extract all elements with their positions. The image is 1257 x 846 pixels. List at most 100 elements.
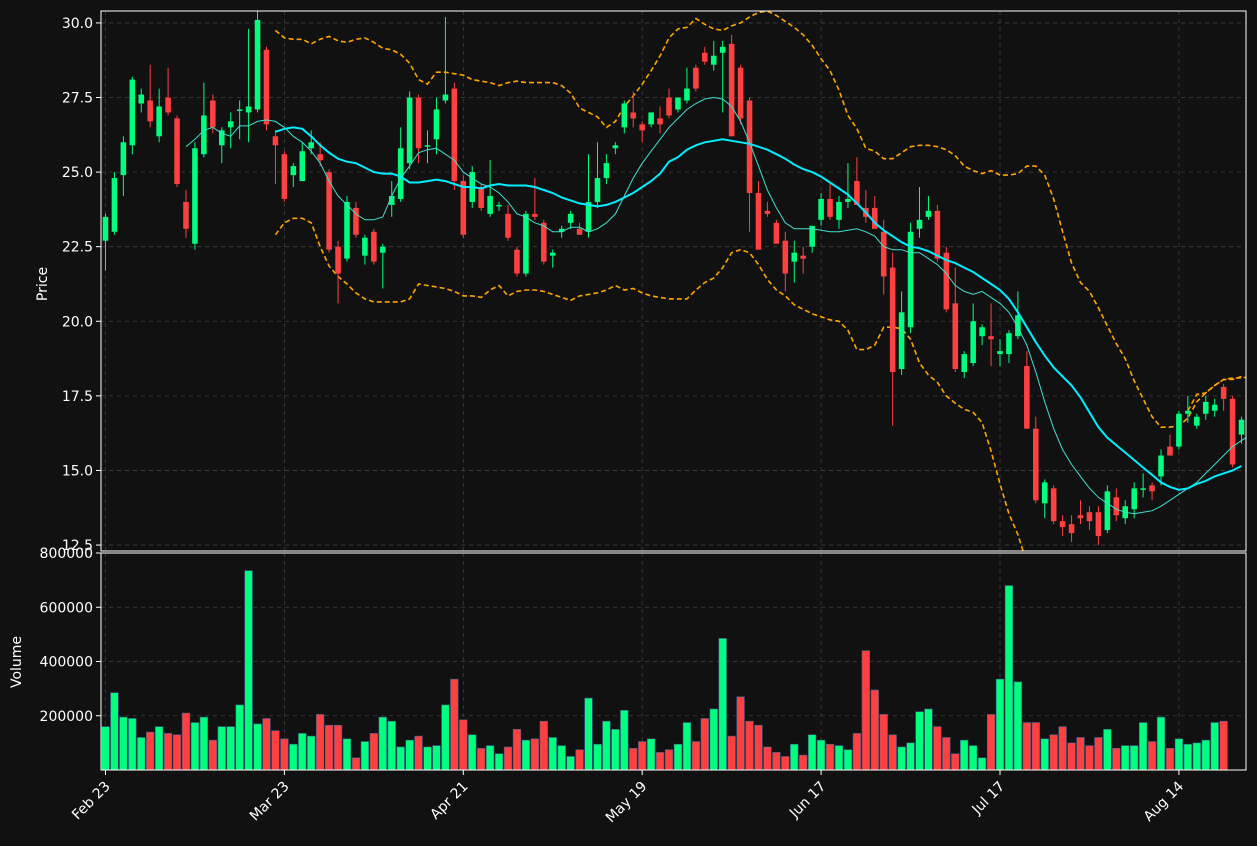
candle-body — [898, 312, 905, 370]
volume-bar — [816, 739, 826, 770]
volume-bar — [387, 720, 396, 770]
volume-bar — [307, 735, 316, 770]
price-tick-label: 12.5 — [62, 538, 93, 554]
volume-bar — [754, 724, 763, 770]
candle-body — [997, 351, 1003, 355]
candle-body — [827, 198, 833, 217]
candle-body — [1068, 524, 1075, 534]
volume-bar — [172, 734, 182, 770]
candle-body — [111, 178, 118, 232]
volume-bar — [1165, 747, 1175, 770]
candle-body — [183, 201, 189, 229]
price-tick-label: 27.5 — [62, 91, 93, 107]
candle-body — [406, 97, 413, 164]
volume-bar — [262, 718, 271, 770]
volume-bar — [736, 696, 745, 770]
volume-bar — [611, 729, 620, 770]
candle-body — [1149, 485, 1155, 492]
price-panel: 12.5 15.0 17.5 20.0 22.5 25.0 27.5 30.0 Price — [35, 11, 1246, 554]
sma-slow-line — [275, 126, 1242, 491]
candle-body — [201, 115, 207, 155]
volume-tick-label: 800000 — [40, 546, 93, 562]
candle-body — [496, 204, 502, 207]
volume-bar — [414, 735, 423, 770]
volume-bar — [593, 743, 602, 770]
volume-bar — [727, 735, 736, 770]
price-panel-frame — [100, 10, 1247, 552]
candle-body — [702, 52, 708, 62]
volume-bar — [1085, 745, 1094, 770]
volume-bar — [351, 757, 361, 770]
candle-body — [603, 163, 610, 179]
volume-bar — [1058, 726, 1067, 770]
candle-body — [487, 195, 493, 214]
volume-bar — [843, 749, 853, 770]
candle-body — [871, 207, 878, 229]
volume-bar — [324, 724, 334, 770]
volume-bar — [503, 746, 513, 770]
price-tick-label: 17.5 — [62, 389, 93, 405]
volume-bar — [709, 708, 718, 770]
volume-bar — [539, 720, 548, 770]
volume-bar — [1201, 739, 1210, 770]
candle-body — [728, 43, 735, 137]
candle-body — [210, 100, 216, 128]
candle-body — [961, 354, 967, 372]
volume-bar — [584, 697, 593, 770]
candle-body — [1050, 488, 1057, 522]
candle-body — [227, 121, 234, 128]
volume-bar — [557, 745, 566, 770]
volume-bar — [208, 739, 217, 770]
volume-bar — [638, 741, 647, 770]
volume-bar — [128, 718, 137, 770]
candle-body — [657, 118, 663, 125]
candle-body — [460, 181, 467, 235]
candle-body — [1229, 398, 1236, 465]
candle-body — [1202, 401, 1209, 414]
candle-body — [290, 166, 297, 176]
volume-bar — [575, 749, 584, 770]
volume-bar — [1112, 747, 1121, 770]
volume-bar — [1147, 741, 1157, 770]
candle-body — [773, 222, 780, 244]
volume-bar — [879, 714, 888, 770]
volume-bar — [906, 742, 915, 770]
candle-body — [344, 201, 350, 259]
candle-body — [585, 201, 592, 232]
volume-bar — [1004, 585, 1014, 770]
candle-body — [254, 19, 261, 110]
candle-body — [317, 154, 323, 161]
candle-body — [854, 181, 860, 205]
candle-body — [1238, 419, 1245, 435]
volume-bar — [423, 746, 432, 770]
candle-body — [1211, 404, 1218, 411]
volume-bar — [1094, 737, 1103, 770]
volume-bar — [378, 716, 387, 770]
volume-bar — [951, 753, 960, 770]
candle-body — [165, 97, 171, 113]
candle-body — [648, 112, 654, 125]
candle-body — [1104, 491, 1111, 531]
volume-bar — [450, 678, 459, 770]
volume-bar — [1121, 745, 1130, 770]
candle-body — [1077, 515, 1084, 519]
candle-body — [451, 88, 458, 182]
candle-body — [925, 210, 932, 217]
volume-bar — [530, 738, 539, 770]
volume-bar — [396, 746, 405, 770]
candle-body — [934, 210, 941, 259]
volume-bar — [763, 746, 772, 770]
candle-body — [567, 213, 574, 223]
candle-body — [442, 94, 449, 101]
price-tick-label: 15.0 — [62, 463, 93, 479]
price-tick-label: 30.0 — [62, 16, 93, 32]
candle-body — [156, 106, 162, 137]
candle-body — [988, 336, 994, 340]
sma-fast-line — [185, 96, 1246, 515]
volume-y-ticks: 200000 400000 600000 800000 — [40, 546, 101, 725]
candle-body — [523, 213, 529, 274]
candle-body — [746, 100, 753, 193]
volume-bar — [870, 689, 879, 770]
volume-bars — [101, 570, 1228, 770]
